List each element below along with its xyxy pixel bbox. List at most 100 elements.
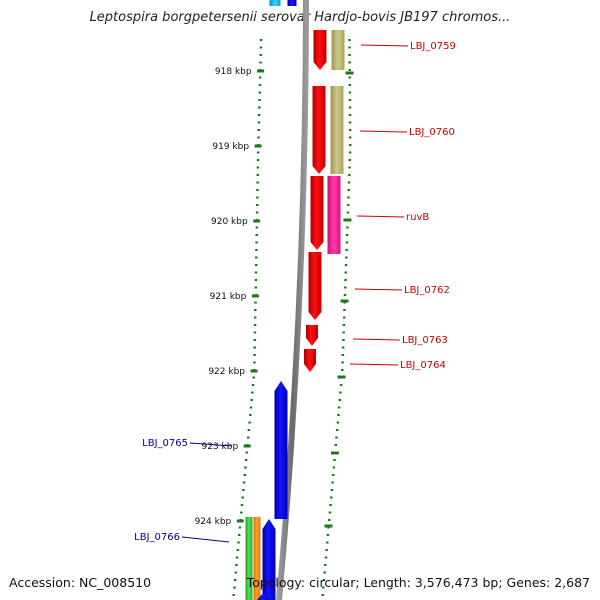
tick-mark xyxy=(348,61,351,64)
tick-mark xyxy=(250,399,253,401)
tick-mark xyxy=(245,451,249,454)
gene-LBJ_0759 xyxy=(313,30,327,70)
tick-mark xyxy=(254,309,257,311)
gene-labels: LBJ_0759 LBJ_0760 ruvB LBJ_0762 LBJ_0763 LBJ_… xyxy=(134,41,456,543)
tick-mark xyxy=(255,249,258,251)
cog-bar-ruvB xyxy=(327,176,341,254)
tick-mark xyxy=(348,99,352,101)
tick-mark xyxy=(337,414,340,416)
tick-mark xyxy=(329,504,332,506)
gene-label-LBJ_0763: LBJ_0763 xyxy=(402,335,448,346)
leader-line xyxy=(356,215,405,218)
tick-mark xyxy=(256,189,259,191)
tick-mark xyxy=(343,309,346,311)
tick-mark xyxy=(348,39,351,41)
tick-mark xyxy=(325,549,328,551)
leader-line xyxy=(189,442,233,447)
scale-label: 924 kbp xyxy=(195,517,232,527)
scale-tick xyxy=(243,444,251,448)
tick-mark xyxy=(336,421,340,424)
tick-mark xyxy=(348,136,352,139)
tick-mark xyxy=(342,316,346,319)
tick-mark xyxy=(242,481,246,484)
tick-mark xyxy=(334,444,338,446)
scale-tick xyxy=(236,519,244,523)
tick-mark xyxy=(341,361,344,364)
scale-tick xyxy=(330,451,339,455)
scale-ticks: 918 kbp 919 kbp 920 kbp 921 kbp 922 kbp 923 k… xyxy=(195,67,354,528)
tick-mark xyxy=(322,586,325,589)
gene-ruvB xyxy=(310,176,324,250)
tick-mark xyxy=(256,159,260,161)
tick-mark xyxy=(258,76,262,79)
tick-mark xyxy=(253,361,256,364)
genome-summary: Topology: circular; Length: 3,576,473 bp… xyxy=(246,575,590,590)
tick-mark xyxy=(243,474,247,476)
scale-label: 922 kbp xyxy=(208,367,245,377)
tick-mark xyxy=(253,346,256,349)
leader-line xyxy=(360,44,409,47)
tick-mark xyxy=(246,436,250,439)
tick-mark xyxy=(255,234,258,236)
tick-mark xyxy=(251,384,255,386)
scale-tick xyxy=(343,218,352,222)
tick-mark xyxy=(348,166,351,169)
tick-mark xyxy=(348,159,352,161)
tick-mark xyxy=(238,526,242,529)
tick-mark xyxy=(257,121,261,124)
accession-label: Accession: NC_008510 xyxy=(9,575,152,590)
tick-mark xyxy=(255,256,258,259)
tick-mark xyxy=(254,271,258,274)
tick-mark xyxy=(244,466,247,469)
gene-LBJ_0766 xyxy=(262,519,276,600)
scale-tick xyxy=(324,524,333,528)
map-title: Leptospira borgpetersenii serovar Hardjo… xyxy=(89,10,511,25)
scale-tick xyxy=(345,71,354,75)
tick-mark xyxy=(249,414,252,416)
tick-mark xyxy=(347,196,350,199)
tick-mark xyxy=(259,61,262,64)
tick-mark xyxy=(330,489,334,491)
tick-mark xyxy=(331,474,335,476)
scale-tick xyxy=(340,299,349,303)
tick-mark xyxy=(257,136,260,139)
gene-LBJ_0762 xyxy=(308,252,322,320)
tick-mark xyxy=(258,106,261,109)
tick-mark xyxy=(344,286,347,289)
tick-mark xyxy=(329,496,333,499)
tick-mark xyxy=(326,541,329,544)
tick-mark xyxy=(257,114,261,116)
tick-mark xyxy=(346,211,350,214)
tick-mark xyxy=(342,324,346,326)
scale-label: 921 kbp xyxy=(210,292,247,302)
tick-mark xyxy=(342,331,345,334)
scale-label: 919 kbp xyxy=(212,142,249,152)
tick-mark xyxy=(257,129,260,131)
cog-bar-LBJ_0760 xyxy=(330,86,344,174)
tick-mark xyxy=(348,76,352,79)
tick-mark xyxy=(344,271,348,274)
tick-mark xyxy=(259,39,263,41)
tick-mark xyxy=(258,91,261,94)
tick-mark xyxy=(341,369,344,371)
tick-mark xyxy=(348,84,352,86)
tick-mark xyxy=(345,256,348,259)
tick-mark xyxy=(236,549,240,551)
gene-top-partial xyxy=(287,0,297,6)
tick-mark xyxy=(345,249,348,251)
gene-label-LBJ_0764: LBJ_0764 xyxy=(400,360,446,371)
tick-mark xyxy=(331,481,334,484)
tick-mark xyxy=(346,226,349,229)
tick-mark xyxy=(248,421,251,424)
tick-mark xyxy=(249,406,253,409)
gene-bottom-partial xyxy=(257,593,270,600)
leader-line xyxy=(349,363,399,366)
tick-mark xyxy=(348,121,352,124)
tick-mark xyxy=(253,354,256,356)
tick-mark xyxy=(348,69,351,71)
tick-mark xyxy=(347,189,350,191)
gene-label-ruvB: ruvB xyxy=(406,212,429,223)
tick-mark xyxy=(242,489,245,491)
tick-mark xyxy=(324,564,327,566)
